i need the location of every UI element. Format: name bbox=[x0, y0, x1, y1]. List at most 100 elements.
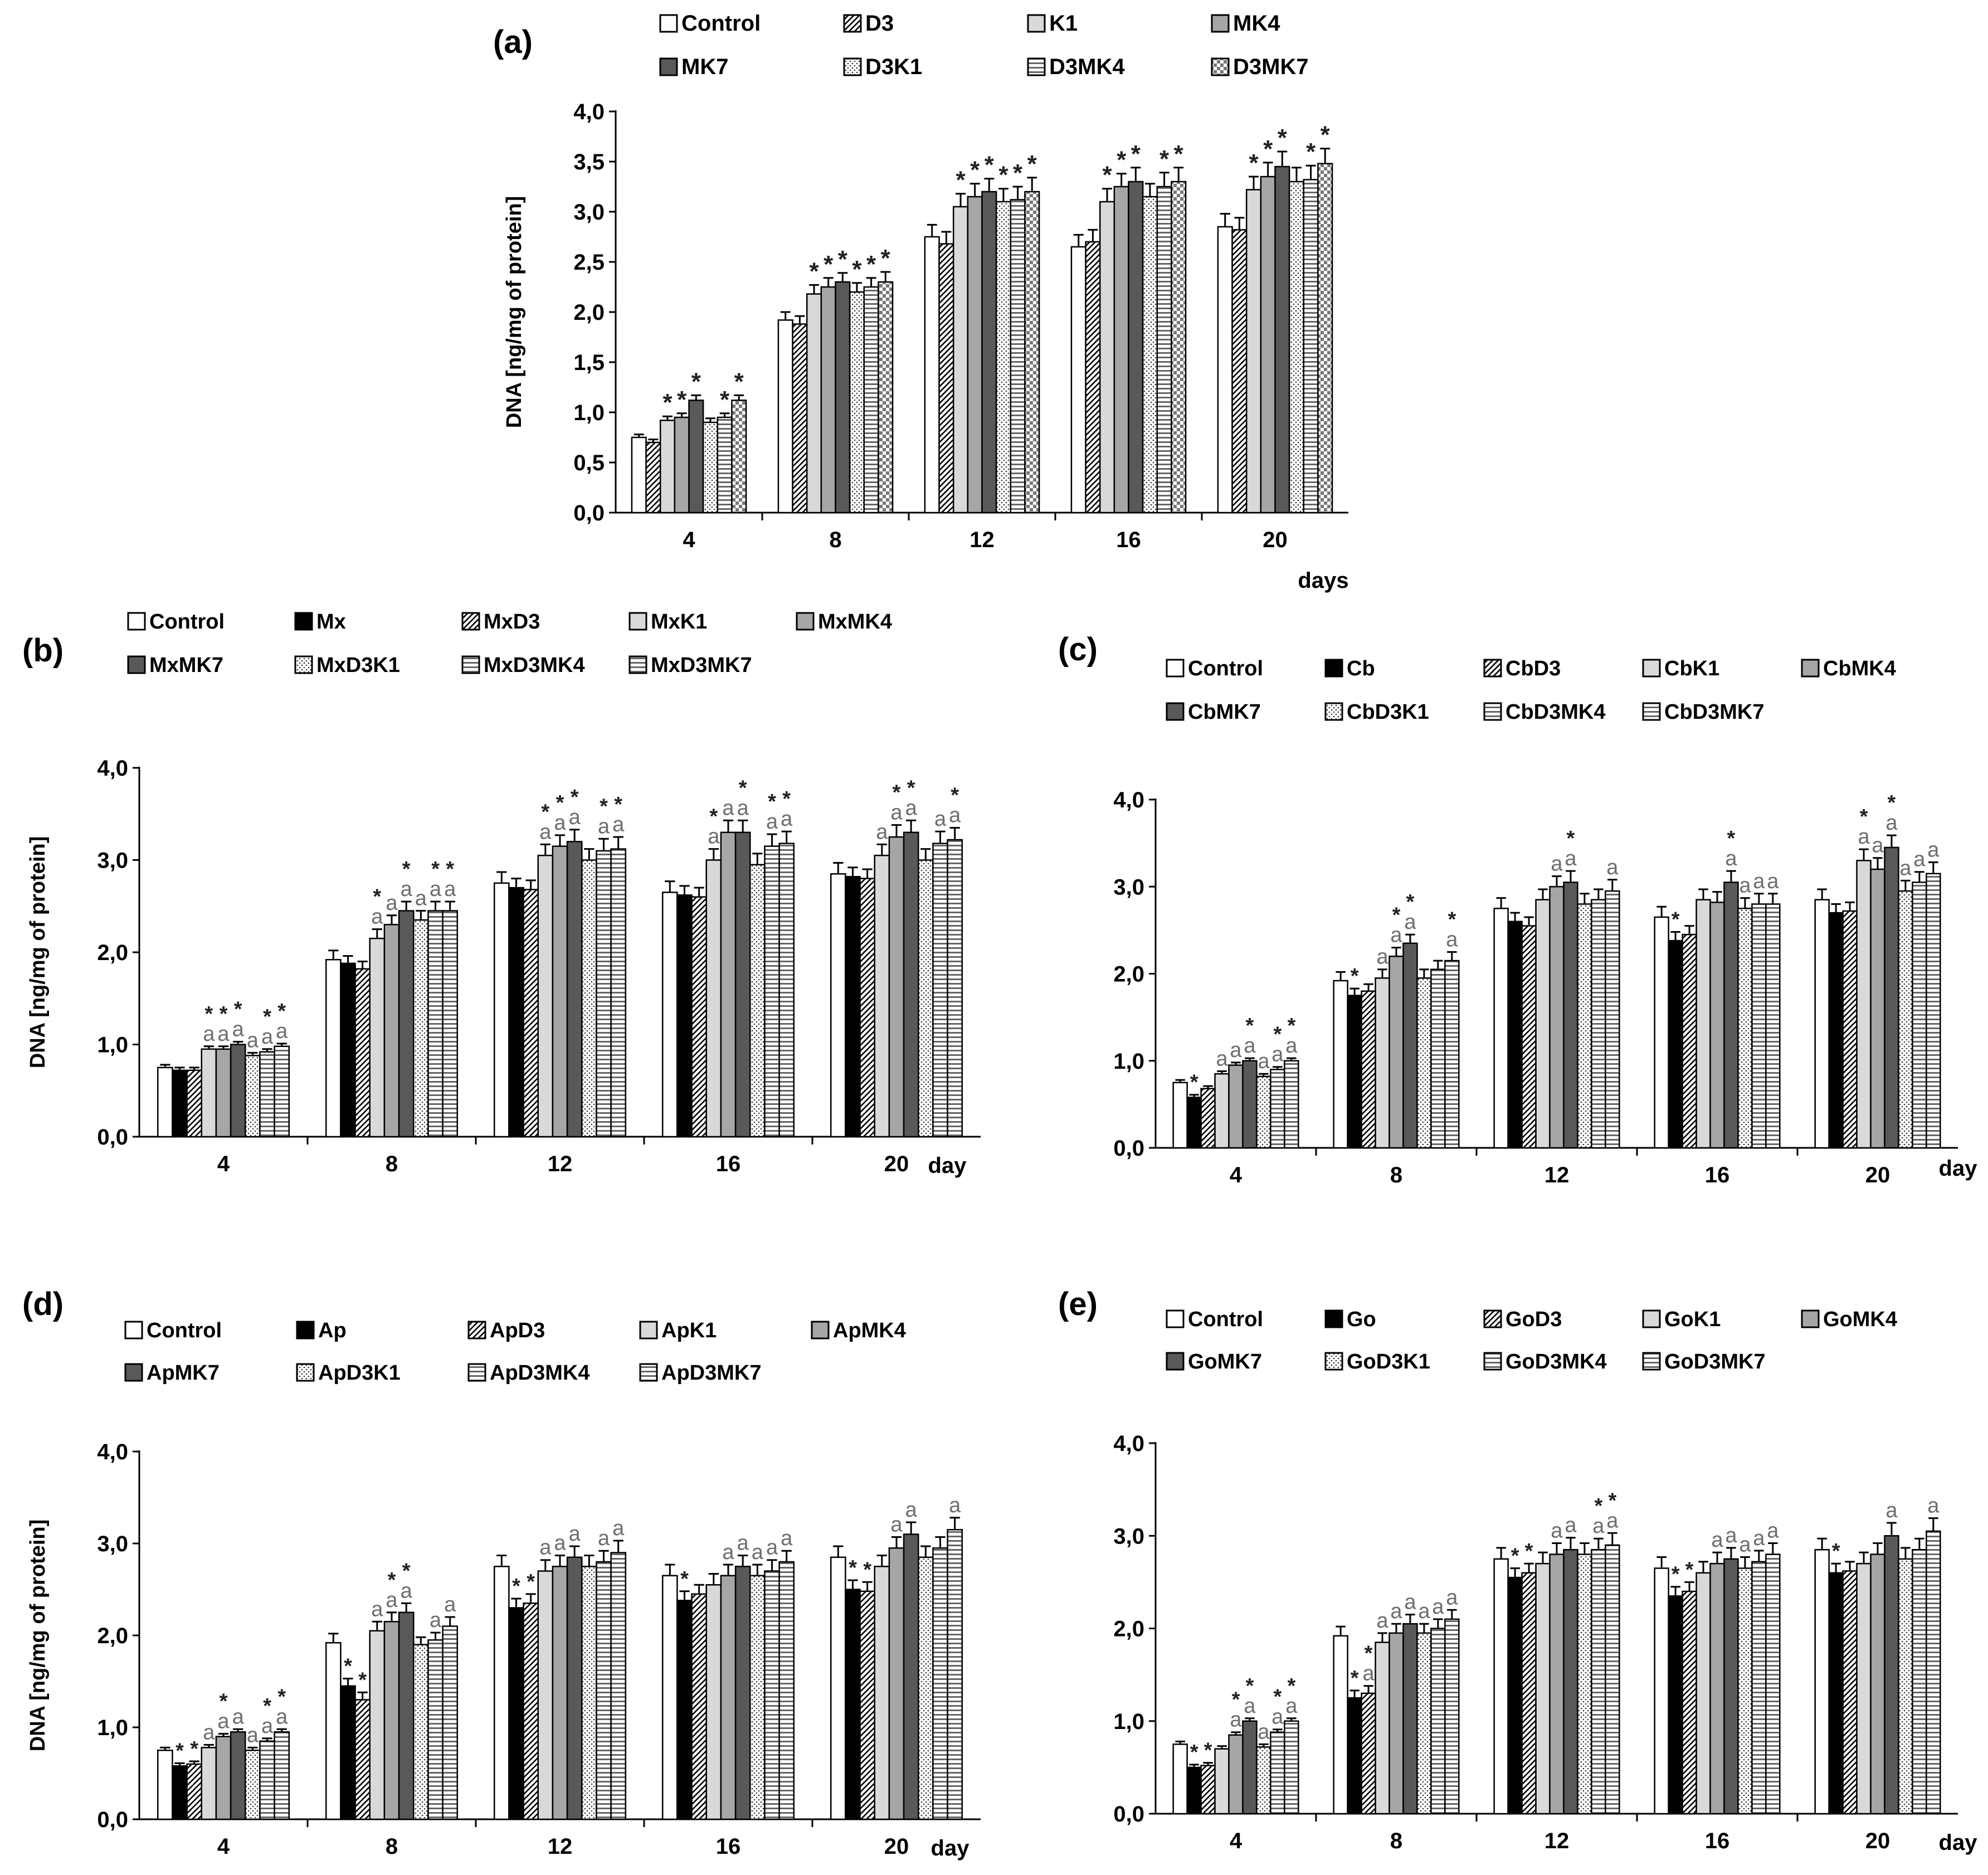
significance-letter: a bbox=[371, 905, 383, 929]
y-tick-label: 2,0 bbox=[97, 1624, 128, 1648]
significance-letter: a bbox=[1565, 847, 1577, 870]
bar-d3mk4-day-8 bbox=[863, 286, 879, 514]
significance-letter: a bbox=[1767, 870, 1779, 893]
legend-label-god3: GoD3 bbox=[1505, 1308, 1562, 1331]
chart-c-svg: (c) Control Cb CbD3 CbK1 CbMK4 CbMK7 CbD3K1 CbD3… bbox=[1058, 631, 1977, 1187]
y-tick-label: 2,5 bbox=[573, 250, 605, 275]
significance-letter: a bbox=[261, 1715, 274, 1738]
bar-gok1-day-8 bbox=[1375, 1642, 1390, 1815]
significance-letter: a bbox=[1446, 1586, 1458, 1609]
bar-control-day-8 bbox=[1333, 980, 1348, 1149]
bar-control-day-8 bbox=[1333, 1635, 1348, 1815]
legend-label-control: Control bbox=[1188, 1308, 1263, 1331]
bar-apd3k1-day-20 bbox=[918, 1556, 934, 1820]
bar-mxd3mk4-day-16 bbox=[764, 845, 780, 1138]
bar-cbd3mk7-day-20 bbox=[1926, 873, 1941, 1149]
significance-star: * bbox=[402, 1559, 411, 1582]
bar-k1-day-20 bbox=[1245, 189, 1262, 514]
significance-letter: a bbox=[876, 820, 888, 844]
bar-gomk4-day-16 bbox=[1709, 1562, 1725, 1815]
bar-gomk7-day-20 bbox=[1884, 1535, 1899, 1815]
bar-control-day-4 bbox=[631, 436, 647, 514]
bar-control-day-12 bbox=[1493, 908, 1509, 1149]
significance-star: * bbox=[204, 1002, 213, 1026]
significance-letter: a bbox=[217, 1710, 230, 1733]
y-tick-label: 0,0 bbox=[97, 1125, 128, 1150]
y-tick-label: 4,0 bbox=[1113, 1431, 1144, 1456]
legend-swatch-mx bbox=[294, 612, 313, 631]
legend-swatch-control bbox=[1166, 1309, 1185, 1328]
chart-d-svg: (d) Control Ap ApD3 ApK1 ApMK4 ApMK7 ApD3K1 ApD3… bbox=[22, 1286, 981, 1861]
bar-d3k1-day-20 bbox=[1288, 181, 1305, 514]
x-tick-label: 8 bbox=[1390, 1829, 1402, 1853]
legend-label-mxk1: MxK1 bbox=[651, 610, 707, 634]
significance-letter: a bbox=[386, 892, 398, 915]
bar-mx-day-12 bbox=[508, 887, 524, 1138]
significance-star: * bbox=[1832, 1540, 1840, 1563]
significance-star: * bbox=[824, 251, 834, 278]
significance-letter: a bbox=[1858, 825, 1870, 849]
panel-title: (c) bbox=[1058, 631, 1098, 668]
y-tick-label: 1,5 bbox=[573, 350, 605, 375]
y-tick-label: 0,0 bbox=[1113, 1802, 1144, 1827]
bar-control-day-8 bbox=[325, 958, 342, 1138]
significance-star: * bbox=[1727, 827, 1736, 850]
x-axis-label: day bbox=[1939, 1830, 1978, 1855]
bar-apk1-day-4 bbox=[201, 1747, 217, 1820]
significance-star: * bbox=[1525, 1540, 1533, 1563]
significance-letter: a bbox=[1551, 853, 1563, 876]
bar-d3k1-day-12 bbox=[995, 201, 1012, 514]
legend-swatch-cb bbox=[1324, 659, 1343, 678]
significance-letter: a bbox=[569, 806, 581, 829]
bar-cbmk4-day-4 bbox=[1228, 1064, 1244, 1149]
bar-cb-day-16 bbox=[1668, 939, 1683, 1149]
legend-label-mxd3mk4: MxD3MK4 bbox=[484, 654, 585, 677]
bar-god3-day-8 bbox=[1361, 1692, 1376, 1815]
bar-cbk1-day-8 bbox=[1375, 977, 1390, 1149]
bar-mxd3mk7-day-12 bbox=[610, 848, 627, 1138]
legend-swatch-gok1 bbox=[1642, 1309, 1661, 1328]
bar-apmk7-day-8 bbox=[398, 1611, 415, 1820]
y-axis-label: DNA [ng/mg of protein] bbox=[503, 196, 526, 428]
legend-label-control: Control bbox=[149, 610, 225, 634]
bar-ap-day-8 bbox=[340, 1685, 356, 1820]
panel-e: (e) Control Go GoD3 GoK1 GoMK4 GoMK7 GoD3K1 GoD3… bbox=[994, 1259, 1988, 1872]
legend-swatch-cbd3mk7 bbox=[1642, 702, 1661, 721]
significance-letter: a bbox=[444, 1593, 456, 1616]
bar-god3k1-day-8 bbox=[1416, 1632, 1432, 1815]
y-tick-label: 4,0 bbox=[573, 100, 605, 124]
bar-control-day-16 bbox=[661, 892, 678, 1138]
bar-cbmk7-day-16 bbox=[1723, 882, 1739, 1149]
bar-cbd3-day-4 bbox=[1200, 1088, 1216, 1149]
significance-letter: a bbox=[1258, 1720, 1270, 1743]
significance-star: * bbox=[1594, 1494, 1602, 1518]
y-tick-label: 1,0 bbox=[1113, 1049, 1144, 1074]
y-tick-label: 2,0 bbox=[97, 941, 128, 965]
bar-mk4-day-4 bbox=[674, 416, 690, 514]
bar-apd3-day-16 bbox=[691, 1593, 707, 1820]
significance-letter: a bbox=[554, 1531, 566, 1555]
bar-god3k1-day-20 bbox=[1898, 1558, 1913, 1815]
significance-star: * bbox=[1249, 149, 1259, 177]
x-axis-label: days bbox=[1298, 568, 1348, 593]
significance-star: * bbox=[1190, 1071, 1198, 1094]
y-tick-label: 3,0 bbox=[573, 200, 605, 225]
bar-go-day-4 bbox=[1186, 1766, 1202, 1815]
y-tick-label: 2,0 bbox=[1113, 962, 1144, 987]
legend-swatch-mxd3mk4 bbox=[461, 655, 480, 674]
legend-label-apd3mk7: ApD3MK7 bbox=[661, 1361, 761, 1385]
bar-d3-day-16 bbox=[1085, 241, 1101, 514]
bar-cbd3mk7-day-4 bbox=[1284, 1060, 1299, 1149]
bar-d3mk7-day-16 bbox=[1171, 181, 1187, 514]
significance-letter: a bbox=[1592, 1514, 1605, 1538]
significance-letter: a bbox=[781, 807, 793, 831]
bar-apd3mk4-day-16 bbox=[764, 1570, 780, 1820]
bar-god3-day-4 bbox=[1200, 1765, 1216, 1815]
significance-star: * bbox=[720, 386, 730, 413]
bar-mxd3-day-20 bbox=[859, 878, 875, 1138]
significance-star: * bbox=[263, 1694, 271, 1718]
significance-letter: a bbox=[1390, 1600, 1402, 1623]
significance-letter: a bbox=[1376, 1609, 1388, 1633]
bar-go-day-8 bbox=[1347, 1697, 1362, 1815]
significance-letter: a bbox=[752, 1541, 764, 1564]
